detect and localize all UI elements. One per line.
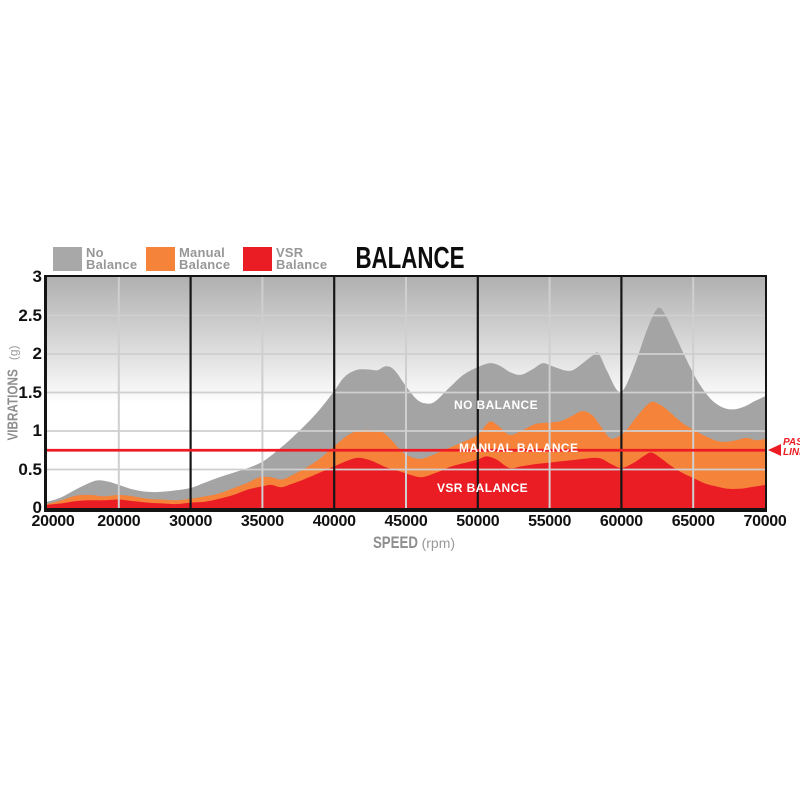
x-tick-label: 35000 [240, 513, 284, 530]
vsr-balance-swatch-icon [243, 247, 272, 271]
legend-item-manual-balance: Manual Balance [146, 245, 231, 272]
x-tick-label: 50000 [456, 513, 500, 530]
x-tick-label: 70000 [743, 513, 787, 530]
area-chart-svg [47, 277, 765, 508]
x-tick-label: 20000 [97, 513, 141, 530]
legend-item-vsr-balance: VSR Balance [243, 245, 328, 272]
chart-title: BALANCE [355, 240, 465, 275]
x-tick-label: 55000 [528, 513, 572, 530]
pass-line-label: PASS LINE [783, 438, 800, 458]
pass-line-label-line: LINE [783, 447, 800, 458]
x-tick-label: 30000 [169, 513, 213, 530]
no-balance-area-label: NO BALANCE [454, 398, 538, 412]
no-balance-swatch-icon [53, 247, 82, 271]
x-tick-label: 60000 [599, 513, 643, 530]
legend-label-manual-balance: Manual Balance [179, 245, 231, 272]
x-tick-label: 20000 [31, 513, 75, 530]
y-tick-label: 0.5 [18, 459, 42, 479]
legend-label-line: Balance [86, 257, 138, 272]
manual-balance-swatch-icon [146, 247, 175, 271]
legend-label-line: Manual [179, 245, 225, 260]
legend-label-no-balance: No Balance [86, 245, 138, 272]
plot-area: NO BALANCE MANUAL BALANCE VSR BALANCE [44, 275, 767, 512]
legend-label-line: Balance [179, 257, 231, 272]
y-tick-label: 2 [32, 344, 42, 363]
x-tick-label: 45000 [384, 513, 428, 530]
x-axis-title-text: SPEED [372, 533, 418, 552]
x-axis-title: SPEED (rpm) [373, 533, 455, 553]
legend-label-line: VSR [276, 245, 304, 260]
pass-line-label-line: PASS [783, 437, 800, 448]
vsr-balance-area-label: VSR BALANCE [437, 481, 529, 495]
manual-balance-area-label: MANUAL BALANCE [459, 441, 579, 455]
legend-item-no-balance: No Balance [53, 245, 138, 272]
y-tick-label: 1.5 [18, 382, 42, 402]
legend-label-vsr-balance: VSR Balance [276, 245, 328, 272]
legend-label-line: No [86, 245, 104, 260]
y-tick-label: 2.5 [18, 305, 42, 325]
y-tick-label: 3 [32, 267, 42, 286]
y-tick-label: 1 [32, 421, 42, 440]
y-tick-label: 0 [32, 498, 42, 517]
x-tick-label: 65000 [671, 513, 715, 530]
pass-line-arrow-icon [768, 444, 781, 456]
x-tick-label: 40000 [312, 513, 356, 530]
x-axis-unit: (rpm) [421, 535, 456, 551]
legend-label-line: Balance [276, 257, 328, 272]
